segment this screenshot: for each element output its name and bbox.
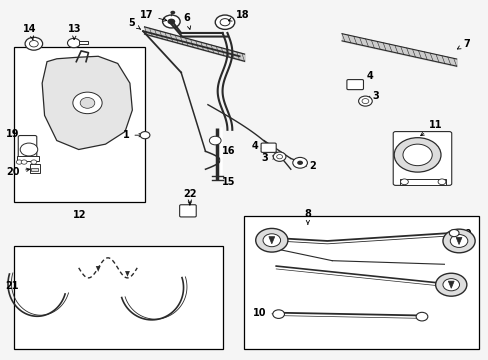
Text: 7: 7 [456, 39, 469, 49]
Circle shape [80, 98, 95, 108]
Circle shape [167, 19, 175, 24]
Circle shape [263, 234, 280, 247]
Circle shape [20, 143, 38, 156]
FancyBboxPatch shape [261, 143, 276, 152]
Bar [14, 246, 222, 348]
Text: 20: 20 [7, 167, 30, 177]
Text: 11: 11 [420, 121, 442, 136]
Circle shape [21, 160, 27, 164]
Polygon shape [42, 56, 132, 149]
Circle shape [358, 96, 371, 106]
FancyBboxPatch shape [346, 80, 363, 90]
Text: 8: 8 [304, 209, 311, 224]
Text: 13: 13 [68, 24, 81, 40]
Text: 6: 6 [183, 13, 190, 30]
FancyBboxPatch shape [18, 135, 37, 158]
Circle shape [220, 19, 229, 26]
Text: 15: 15 [221, 177, 235, 187]
Circle shape [361, 99, 368, 104]
Text: 2: 2 [303, 161, 315, 171]
Polygon shape [447, 281, 453, 288]
Text: 17: 17 [140, 10, 166, 21]
Circle shape [400, 179, 407, 185]
Bar [79, 41, 88, 44]
Circle shape [255, 228, 287, 252]
Circle shape [442, 229, 474, 253]
Circle shape [273, 152, 285, 161]
Text: 21: 21 [6, 281, 19, 291]
Text: 1: 1 [122, 130, 142, 140]
Text: 9: 9 [458, 229, 471, 239]
Text: 14: 14 [23, 24, 37, 40]
Bar [14, 47, 144, 202]
Polygon shape [96, 266, 101, 272]
Circle shape [25, 37, 42, 50]
Text: 5: 5 [128, 18, 140, 29]
Circle shape [29, 41, 38, 47]
Bar [17, 156, 39, 161]
Bar [31, 168, 38, 171]
Circle shape [209, 136, 221, 145]
Bar [399, 179, 445, 185]
Circle shape [292, 157, 307, 168]
Circle shape [435, 273, 466, 296]
Text: 16: 16 [221, 145, 235, 156]
FancyBboxPatch shape [392, 132, 451, 185]
Circle shape [73, 92, 102, 114]
Circle shape [437, 179, 445, 185]
Text: 10: 10 [252, 309, 277, 318]
Circle shape [442, 279, 459, 291]
Text: 3: 3 [366, 91, 378, 101]
Polygon shape [268, 237, 274, 244]
Text: 3: 3 [261, 153, 275, 163]
Circle shape [415, 312, 427, 321]
Circle shape [276, 154, 282, 159]
Circle shape [448, 229, 458, 237]
FancyBboxPatch shape [179, 205, 196, 217]
Circle shape [162, 15, 180, 28]
Circle shape [393, 138, 440, 172]
Bar [244, 216, 478, 348]
Circle shape [449, 234, 467, 247]
Circle shape [16, 160, 22, 164]
Polygon shape [455, 237, 461, 244]
Circle shape [31, 160, 37, 164]
Circle shape [297, 161, 303, 165]
Circle shape [402, 144, 431, 166]
Text: 12: 12 [73, 210, 87, 220]
Bar [30, 164, 40, 173]
Text: 18: 18 [228, 10, 249, 21]
Text: 4: 4 [251, 141, 264, 151]
Text: 22: 22 [183, 189, 196, 205]
Circle shape [272, 310, 284, 319]
Circle shape [215, 15, 234, 30]
Text: 19: 19 [6, 129, 24, 144]
Circle shape [140, 132, 150, 139]
Text: 4: 4 [358, 71, 372, 83]
Circle shape [67, 39, 80, 48]
Polygon shape [125, 271, 130, 277]
Circle shape [170, 11, 175, 14]
